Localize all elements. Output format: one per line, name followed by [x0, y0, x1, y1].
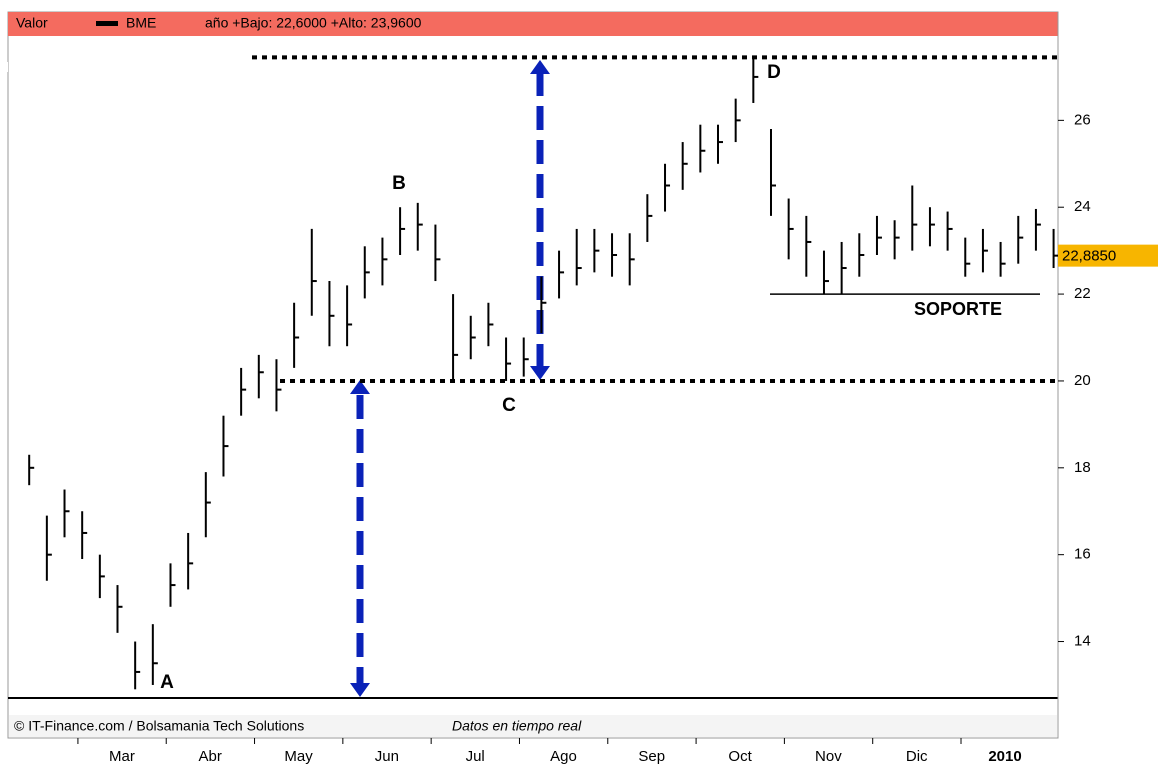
x-tick-label: 2010: [988, 748, 1021, 765]
y-tick-label: 22: [1074, 285, 1091, 302]
x-tick-label: Jun: [375, 748, 399, 765]
arrow-head: [350, 380, 370, 394]
legend-swatch: [96, 21, 118, 26]
x-tick-label: Sep: [638, 748, 665, 765]
current-value-label: 22,8850: [1062, 248, 1116, 265]
x-tick-label: Abr: [199, 748, 222, 765]
y-tick-label: 24: [1074, 198, 1091, 215]
footer-credit: © IT-Finance.com / Bolsamania Tech Solut…: [14, 718, 304, 734]
annotation: B: [392, 173, 406, 194]
header-label: Valor: [16, 15, 48, 31]
x-tick-label: Nov: [815, 748, 842, 765]
x-tick-label: Dic: [906, 748, 928, 765]
y-tick-label: 26: [1074, 111, 1091, 128]
x-tick-label: Mar: [109, 748, 135, 765]
annotation: C: [502, 395, 516, 416]
y-tick-label: 16: [1074, 546, 1091, 563]
x-tick-label: Oct: [728, 748, 752, 765]
arrow-head: [530, 60, 550, 74]
y-tick-label: 20: [1074, 372, 1091, 389]
x-tick-label: May: [284, 748, 313, 765]
header-range: año +Bajo: 22,6000 +Alto: 23,9600: [205, 15, 422, 31]
footer-band: [9, 715, 1057, 737]
header-bar: [8, 12, 1058, 36]
header-symbol: BME: [126, 15, 156, 31]
footer-note: Datos en tiempo real: [452, 718, 582, 734]
arrow-head: [350, 683, 370, 697]
arrow-head: [530, 366, 550, 380]
y-tick-label: 14: [1074, 633, 1091, 650]
frame: [7, 11, 1059, 739]
x-tick-label: Jul: [466, 748, 485, 765]
y-tick-label: 18: [1074, 459, 1091, 476]
current-value-box: [1058, 244, 1158, 267]
x-tick-label: Ago: [550, 748, 577, 765]
support-label: SOPORTE: [914, 299, 1002, 319]
annotation: D: [767, 62, 781, 83]
mask: [0, 62, 8, 72]
annotation: A: [160, 672, 174, 693]
